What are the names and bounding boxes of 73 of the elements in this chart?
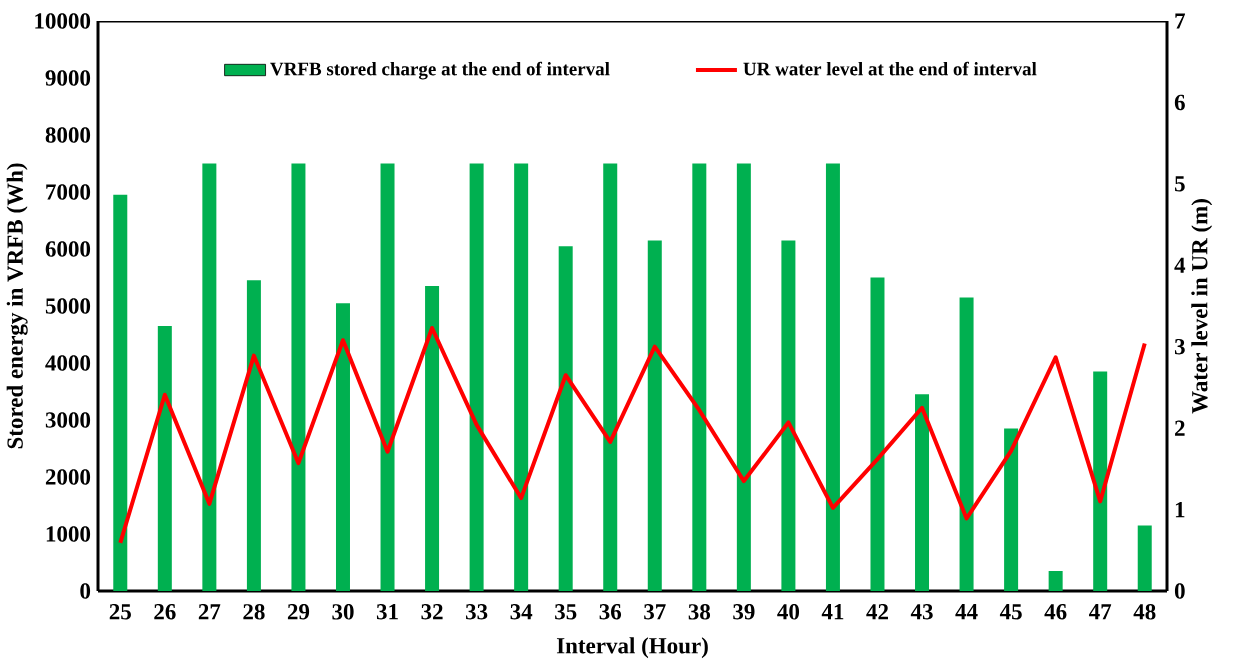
bar [335,303,350,591]
x-tick-label: 25 [109,604,131,620]
bar [959,297,974,591]
y-tick-label: 5000 [45,298,91,314]
bar [1093,371,1108,591]
x-tick-label: 44 [955,604,978,620]
x-tick-label: 46 [1044,604,1067,620]
x-tick-label: 26 [154,604,176,620]
x-tick-label: 39 [733,604,755,620]
bar [1004,428,1019,591]
bar [692,163,707,591]
y-tick-label: 7000 [46,184,91,200]
x-tick-label: 40 [777,604,800,620]
bar [558,246,573,591]
y2-tick-label: 1 [1175,501,1185,518]
x-tick-label: 35 [555,604,577,620]
x-tick-label: 30 [332,604,354,620]
legend-label: VRFB stored charge at the end of interval [270,61,610,80]
x-tick-label: 48 [1133,604,1156,620]
y-tick-label: 10000 [35,13,91,29]
bar [514,163,529,591]
x-tick-label: 32 [421,604,443,620]
x-tick-label: 47 [1089,604,1112,620]
x-tick-label: 28 [243,604,265,620]
x-tick-label: 45 [999,604,1022,620]
y-tick-label: 8000 [45,127,91,143]
bar [380,163,395,591]
x-tick-label: 38 [688,604,711,620]
y-tick-label: 2000 [45,469,91,485]
bar [202,163,217,591]
x-axis-title: Interval (Hour) [556,637,708,659]
bar [469,163,484,591]
bar [781,240,796,591]
x-tick-label: 34 [510,604,533,620]
y-tick-label: 3000 [45,412,91,428]
x-tick-label: 33 [465,604,488,620]
y-tick-label: 9000 [45,70,91,86]
y2-tick-label: 3 [1174,338,1185,355]
x-tick-label: 42 [866,604,888,620]
bar [1137,525,1152,591]
y2-axis-title: Water level in UR (m) [1191,199,1213,414]
y-tick-label: 0 [80,583,91,599]
bar [603,163,618,591]
y-tick-label: 4000 [45,355,91,371]
bar [870,277,885,591]
bar [157,325,172,591]
y-axis-title: Stored energy in VRFB (Wh) [6,163,28,449]
y2-tick-label: 4 [1174,257,1186,273]
x-tick-label: 29 [287,604,310,620]
x-tick-label: 27 [198,604,221,620]
x-tick-label: 37 [644,604,666,620]
bar [113,194,128,591]
y-tick-label: 6000 [45,241,91,257]
bar [291,163,306,591]
bar [1048,571,1063,591]
y2-tick-label: 7 [1175,13,1186,29]
bar [246,280,261,591]
x-tick-label: 41 [821,604,844,620]
bar [647,240,662,591]
legend-label: UR water level at the end of interval [743,61,1037,76]
y-tick-label: 1000 [46,526,91,542]
bar [425,286,440,591]
x-tick-label: 43 [910,604,933,620]
line-series [118,325,1147,545]
bar [915,394,930,591]
y2-tick-label: 2 [1175,420,1185,436]
bar [825,163,840,591]
x-tick-label: 36 [599,604,622,620]
y2-tick-label: 5 [1174,176,1185,192]
x-tick-label: 31 [376,604,398,620]
y2-tick-label: 0 [1174,583,1185,599]
y2-tick-label: 6 [1174,94,1185,111]
bar [736,163,751,591]
